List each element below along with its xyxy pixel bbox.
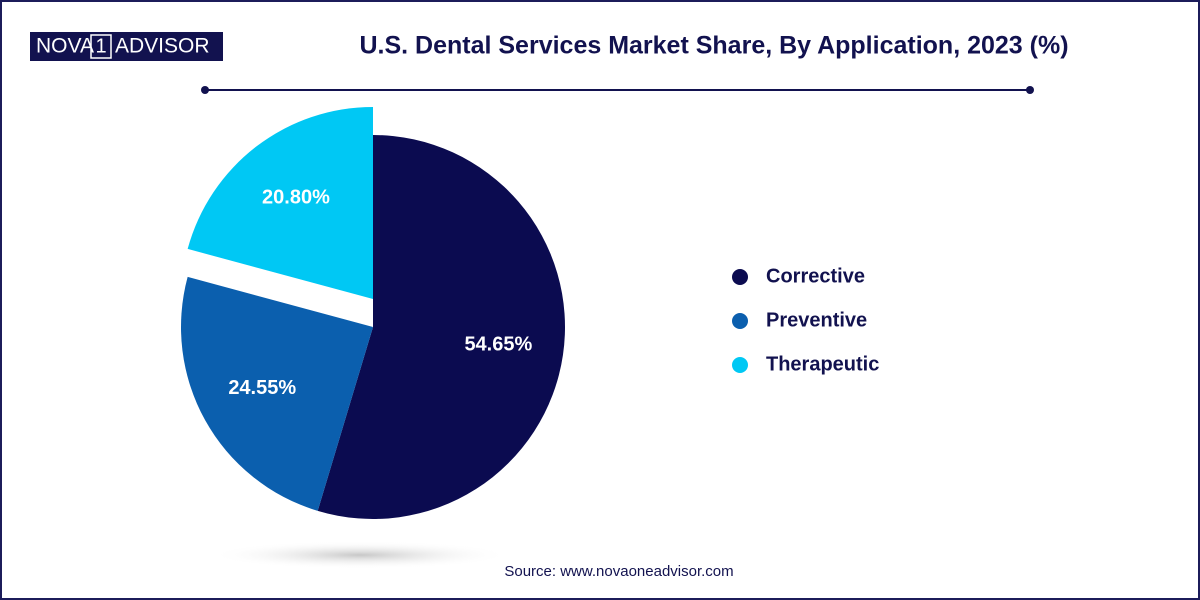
pie-slice xyxy=(181,276,373,511)
chart-title: U.S. Dental Services Market Share, By Ap… xyxy=(359,32,1068,60)
rule-dot xyxy=(1026,86,1034,94)
legend-label: Corrective xyxy=(766,265,865,287)
rule-dot xyxy=(201,86,209,94)
data-label: 20.80% xyxy=(262,187,330,209)
pie-shadow xyxy=(210,541,510,569)
source: Source: www.novaoneadvisor.com xyxy=(504,563,733,580)
data-label: 54.65% xyxy=(464,334,532,356)
pie-slice xyxy=(317,135,565,519)
legend-swatch xyxy=(732,357,748,373)
legend-swatch xyxy=(732,313,748,329)
legend: Corrective Preventive Therapeutic xyxy=(732,265,879,375)
logo-right: ADVISOR xyxy=(115,35,210,58)
pie-slice xyxy=(187,107,373,299)
data-label: 24.55% xyxy=(228,377,296,399)
logo-left: NOVA xyxy=(36,35,94,58)
legend-swatch xyxy=(732,269,748,285)
logo-mark-box xyxy=(90,34,112,59)
logo-box xyxy=(30,32,223,61)
legend-label: Therapeutic xyxy=(766,353,879,375)
pie: 54.65% 24.55% 20.80% xyxy=(181,107,565,519)
logo-mark: 1 xyxy=(95,35,106,57)
legend-label: Preventive xyxy=(766,309,867,331)
